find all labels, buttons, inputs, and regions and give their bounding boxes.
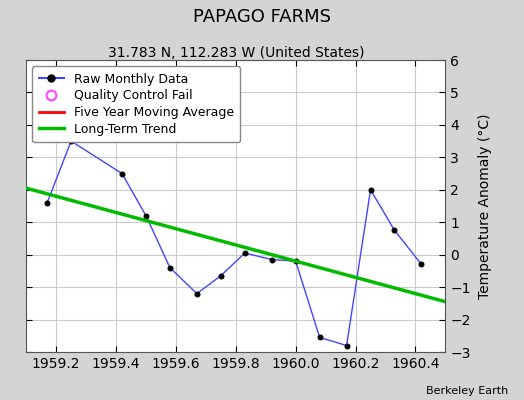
Legend: Raw Monthly Data, Quality Control Fail, Five Year Moving Average, Long-Term Tren: Raw Monthly Data, Quality Control Fail, … (32, 66, 240, 142)
Y-axis label: Temperature Anomaly (°C): Temperature Anomaly (°C) (478, 113, 492, 299)
Title: 31.783 N, 112.283 W (United States): 31.783 N, 112.283 W (United States) (107, 46, 364, 60)
Text: Berkeley Earth: Berkeley Earth (426, 386, 508, 396)
Text: PAPAGO FARMS: PAPAGO FARMS (193, 8, 331, 26)
